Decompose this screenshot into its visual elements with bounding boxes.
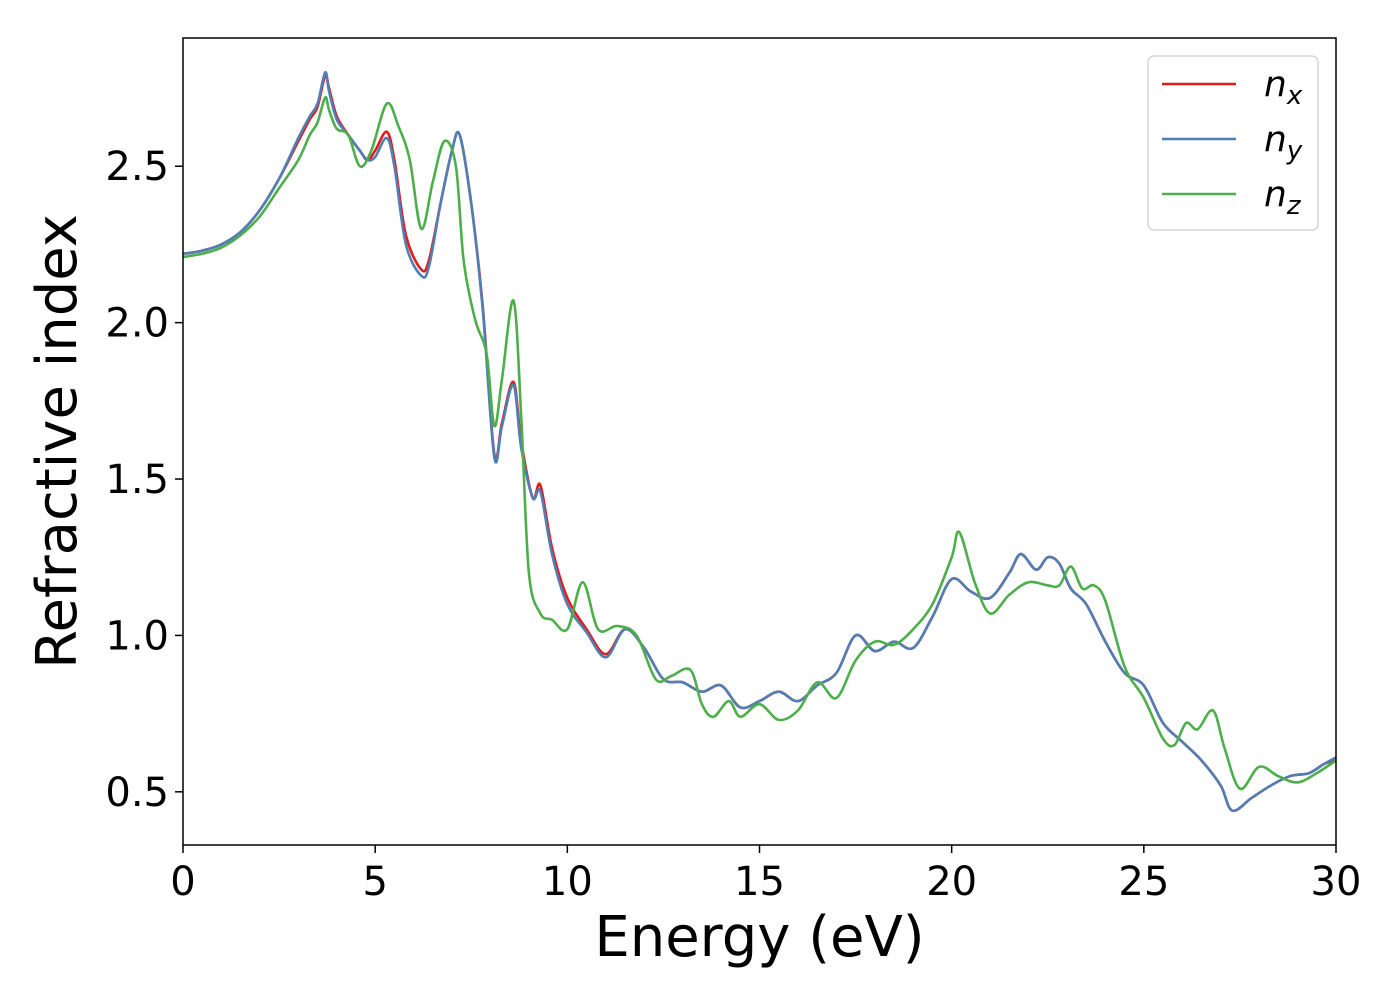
x-tick-label: 10 (542, 859, 593, 905)
legend-box (1147, 55, 1319, 231)
series-line-nz (182, 95, 1337, 791)
x-tick-label: 5 (362, 859, 387, 905)
series-layer (182, 70, 1337, 813)
x-axis-title: Energy (eV) (594, 905, 924, 970)
x-tick-label: 20 (926, 859, 977, 905)
y-tick-label: 2.0 (105, 301, 169, 347)
y-tick-label: 0.5 (105, 770, 169, 816)
y-axis-title: Refractive index (25, 214, 90, 669)
y-tick-label: 1.5 (105, 457, 169, 503)
x-axis: 0 5 10 15 20 25 30 (170, 845, 1361, 905)
series-line-ny (182, 70, 1337, 813)
legend-label-nx: nx (1264, 64, 1303, 111)
legend-label-ny: ny (1264, 119, 1303, 166)
x-tick-label: 15 (734, 859, 785, 905)
x-tick-label: 30 (1311, 859, 1362, 905)
x-tick-label: 0 (170, 859, 195, 905)
y-tick-label: 2.5 (105, 144, 169, 190)
x-tick-label: 25 (1118, 859, 1169, 905)
y-tick-label: 1.0 (105, 613, 169, 659)
y-axis: 0.5 1.0 1.5 2.0 2.5 (105, 144, 183, 816)
